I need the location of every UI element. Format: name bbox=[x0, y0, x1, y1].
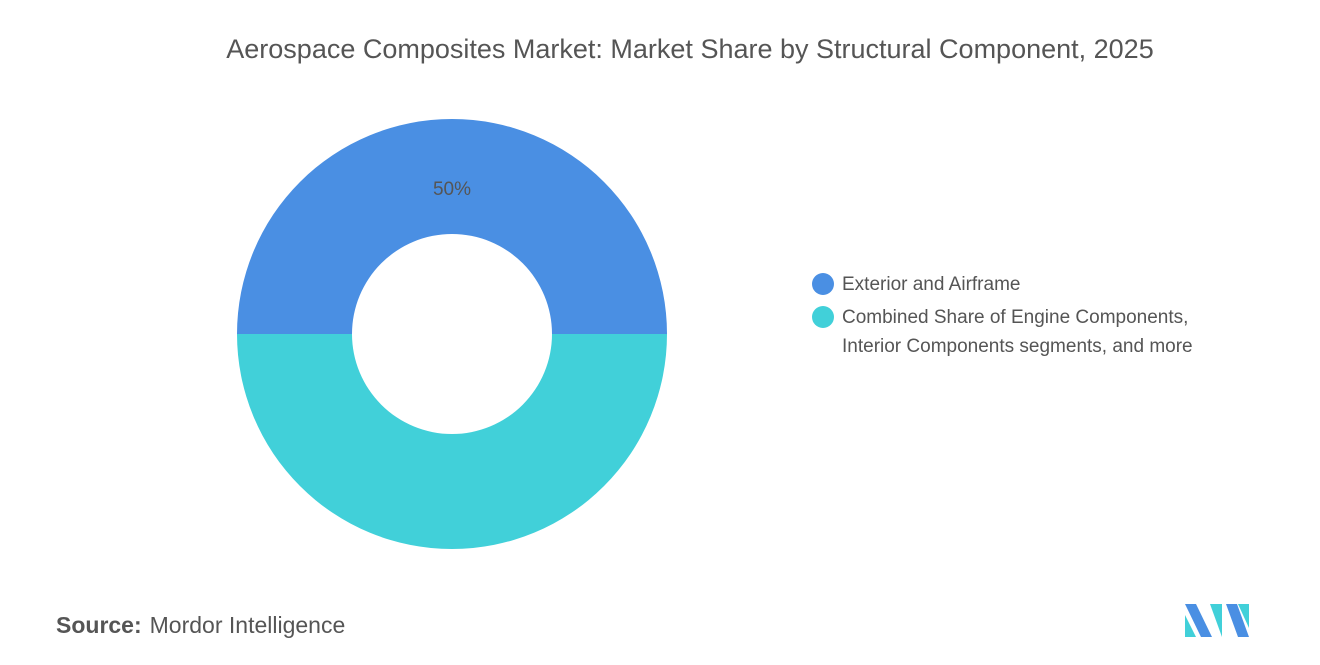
slice bbox=[237, 334, 667, 549]
logo bbox=[1185, 604, 1249, 637]
legend-item: Combined Share of Engine Components, Int… bbox=[812, 303, 1252, 361]
source: Mordor Intelligence bbox=[149, 612, 346, 638]
footer: Source: Mordor Intelligence bbox=[56, 612, 345, 639]
legend-label: Combined Share of Engine Components, Int… bbox=[842, 307, 1193, 357]
data-label: 50% bbox=[433, 179, 471, 200]
legend-item: Exterior and Airframe bbox=[812, 270, 1252, 299]
legend-swatch bbox=[812, 306, 834, 328]
chart-title: Aerospace Composites Market: Market Shar… bbox=[226, 34, 1153, 64]
legend-label: Exterior and Airframe bbox=[842, 274, 1021, 295]
source-label: Source: bbox=[56, 612, 142, 638]
legend-swatch bbox=[812, 273, 834, 295]
legend: Exterior and Airframe Combined Share of E… bbox=[812, 270, 1252, 365]
slice bbox=[237, 119, 667, 334]
